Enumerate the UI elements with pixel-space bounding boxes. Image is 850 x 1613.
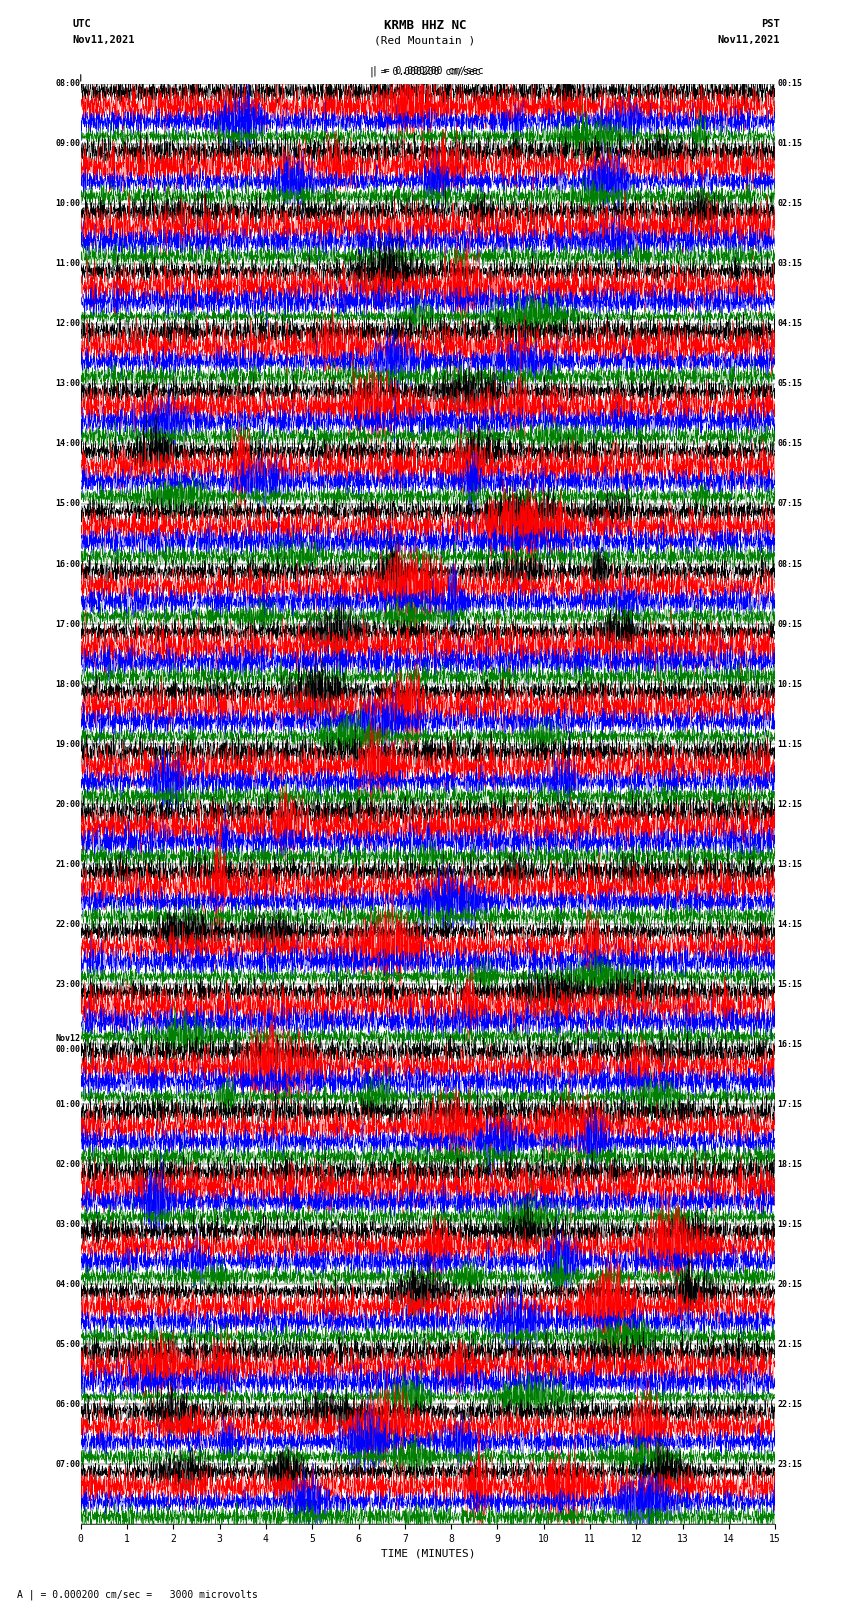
Text: 04:00: 04:00 (56, 1279, 81, 1289)
Text: 09:00: 09:00 (56, 139, 81, 148)
Text: 17:00: 17:00 (56, 619, 81, 629)
Text: 00:15: 00:15 (778, 79, 802, 89)
Text: 19:15: 19:15 (778, 1219, 802, 1229)
Text: 11:00: 11:00 (56, 260, 81, 268)
Text: 20:15: 20:15 (778, 1279, 802, 1289)
Text: 17:15: 17:15 (778, 1100, 802, 1108)
Text: 15:00: 15:00 (56, 500, 81, 508)
Text: 13:00: 13:00 (56, 379, 81, 389)
Text: 21:15: 21:15 (778, 1340, 802, 1348)
Text: 23:00: 23:00 (56, 979, 81, 989)
Text: 14:00: 14:00 (56, 439, 81, 448)
Text: 02:15: 02:15 (778, 200, 802, 208)
Text: 16:15: 16:15 (778, 1040, 802, 1048)
Text: | = 0.000200 cm/sec: | = 0.000200 cm/sec (372, 66, 484, 76)
Text: 16:00: 16:00 (56, 560, 81, 568)
Text: 08:00: 08:00 (56, 79, 81, 89)
Text: 21:00: 21:00 (56, 860, 81, 868)
Text: 09:15: 09:15 (778, 619, 802, 629)
Text: 20:00: 20:00 (56, 800, 81, 808)
Text: 11:15: 11:15 (778, 740, 802, 748)
Text: 19:00: 19:00 (56, 740, 81, 748)
Text: 06:00: 06:00 (56, 1400, 81, 1408)
Text: 01:00: 01:00 (56, 1100, 81, 1108)
Text: 05:00: 05:00 (56, 1340, 81, 1348)
Text: 18:15: 18:15 (778, 1160, 802, 1169)
Text: Nov11,2021: Nov11,2021 (717, 35, 779, 45)
Text: 10:00: 10:00 (56, 200, 81, 208)
Text: 06:15: 06:15 (778, 439, 802, 448)
Text: 10:15: 10:15 (778, 679, 802, 689)
Text: 03:00: 03:00 (56, 1219, 81, 1229)
Text: | = 0.000200 cm/sec: | = 0.000200 cm/sec (369, 66, 481, 77)
Text: 02:00: 02:00 (56, 1160, 81, 1169)
Text: 18:00: 18:00 (56, 679, 81, 689)
Text: 13:15: 13:15 (778, 860, 802, 868)
Text: (Red Mountain ): (Red Mountain ) (374, 35, 476, 45)
Text: 23:15: 23:15 (778, 1460, 802, 1469)
Text: UTC: UTC (72, 19, 91, 29)
Text: 15:15: 15:15 (778, 979, 802, 989)
Text: 07:15: 07:15 (778, 500, 802, 508)
Text: 22:00: 22:00 (56, 919, 81, 929)
Text: 04:15: 04:15 (778, 319, 802, 329)
Text: 03:15: 03:15 (778, 260, 802, 268)
X-axis label: TIME (MINUTES): TIME (MINUTES) (381, 1548, 475, 1558)
Text: 05:15: 05:15 (778, 379, 802, 389)
Text: 08:15: 08:15 (778, 560, 802, 568)
Text: 14:15: 14:15 (778, 919, 802, 929)
Text: A | = 0.000200 cm/sec =   3000 microvolts: A | = 0.000200 cm/sec = 3000 microvolts (17, 1589, 258, 1600)
Text: Nov11,2021: Nov11,2021 (72, 35, 135, 45)
Text: PST: PST (761, 19, 779, 29)
Text: 01:15: 01:15 (778, 139, 802, 148)
Text: Nov12
00:00: Nov12 00:00 (56, 1034, 81, 1053)
Text: 12:00: 12:00 (56, 319, 81, 329)
Text: 07:00: 07:00 (56, 1460, 81, 1469)
Text: 22:15: 22:15 (778, 1400, 802, 1408)
Text: KRMB HHZ NC: KRMB HHZ NC (383, 19, 467, 32)
Text: 12:15: 12:15 (778, 800, 802, 808)
